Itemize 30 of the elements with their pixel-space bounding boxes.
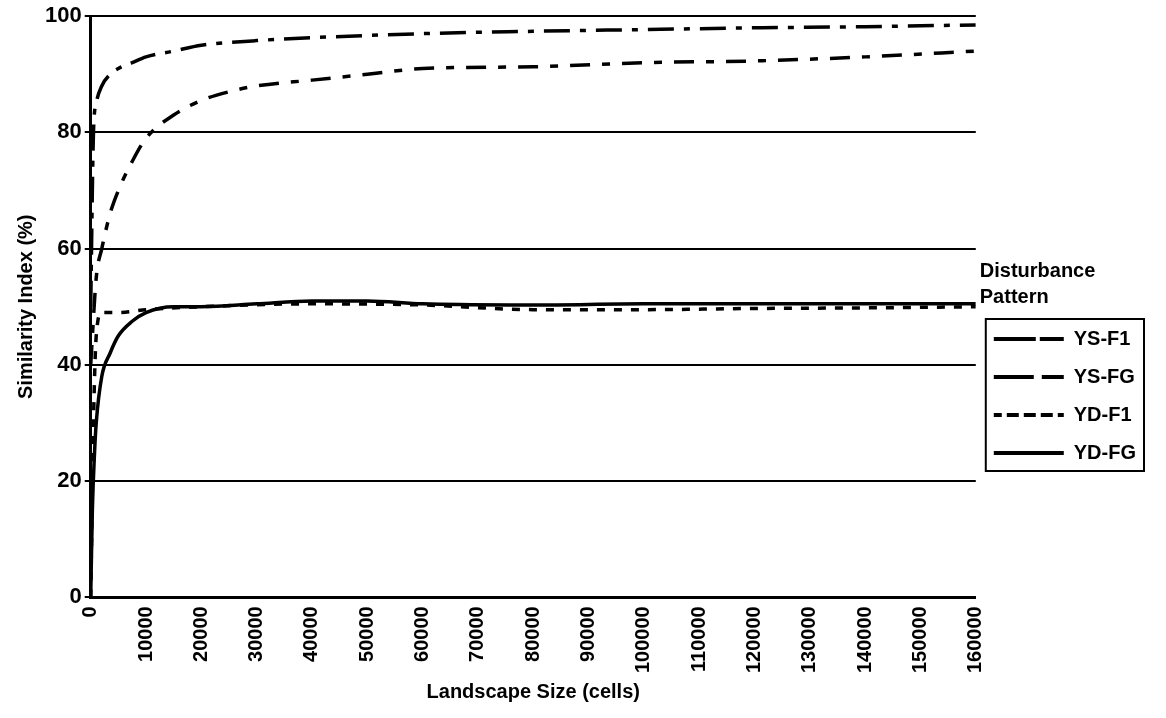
legend-label: YD-F1 bbox=[1073, 402, 1132, 425]
y-tick-label: 20 bbox=[57, 467, 82, 493]
x-tick-label: 70000 bbox=[465, 606, 488, 662]
x-tick-label: 160000 bbox=[963, 606, 986, 674]
x-tick-label: 100000 bbox=[631, 606, 654, 674]
legend-title: Disturbance Pattern bbox=[979, 258, 1096, 307]
x-tick-label: 60000 bbox=[410, 606, 433, 662]
y-tick-label: 100 bbox=[44, 2, 82, 28]
x-tick-label: 10000 bbox=[133, 606, 156, 662]
y-tick-label: 0 bbox=[69, 583, 82, 609]
legend-label: YS-F1 bbox=[1073, 326, 1131, 349]
legend-label: YS-FG bbox=[1073, 364, 1135, 387]
y-tick-label: 80 bbox=[57, 118, 82, 144]
y-tick-label: 60 bbox=[57, 234, 82, 260]
legend-label: YD-FG bbox=[1073, 440, 1136, 463]
y-axis-title: Similarity Index (%) bbox=[13, 214, 36, 399]
x-tick-label: 110000 bbox=[686, 606, 709, 672]
x-tick-label: 50000 bbox=[354, 606, 377, 662]
x-axis-title: Landscape Size (cells) bbox=[426, 679, 640, 702]
x-tick-label: 130000 bbox=[797, 606, 820, 674]
x-tick-label: 80000 bbox=[520, 606, 543, 662]
x-tick-label: 0 bbox=[78, 606, 101, 618]
x-tick-label: 20000 bbox=[188, 606, 211, 662]
x-tick-label: 90000 bbox=[576, 606, 599, 662]
x-tick-label: 40000 bbox=[299, 606, 322, 662]
x-tick-label: 140000 bbox=[852, 606, 875, 674]
x-tick-label: 150000 bbox=[907, 606, 930, 674]
x-tick-label: 120000 bbox=[742, 606, 765, 674]
x-tick-label: 30000 bbox=[244, 606, 267, 662]
y-tick-label: 40 bbox=[57, 350, 82, 376]
